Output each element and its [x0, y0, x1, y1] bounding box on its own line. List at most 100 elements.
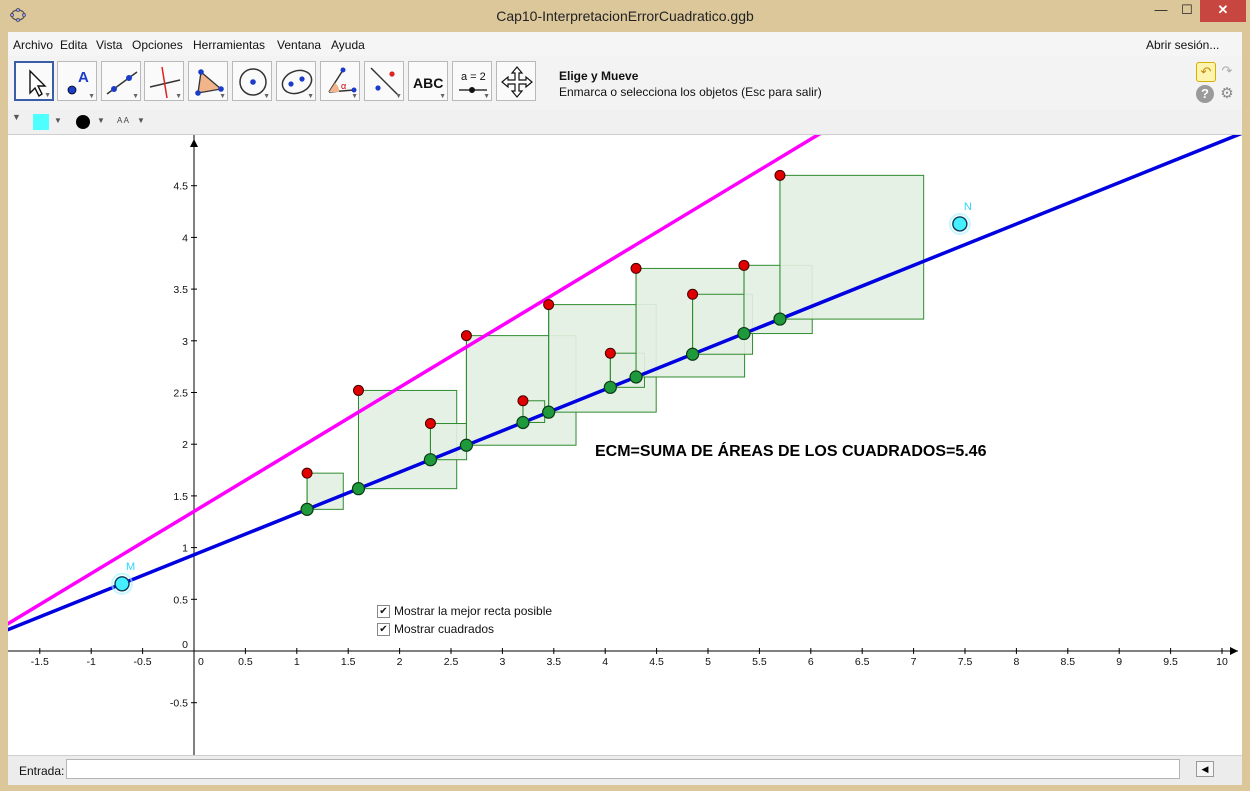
projection-point [300, 502, 314, 516]
point-m[interactable] [114, 576, 130, 592]
help-icon: ? [1201, 86, 1209, 101]
menu-ayuda[interactable]: Ayuda [331, 38, 365, 52]
slider-tool-label: a = 2 [461, 71, 486, 83]
menu-edita[interactable]: Edita [60, 38, 88, 52]
y-tick-label: 3 [182, 336, 188, 348]
x-tick-label: 5.5 [752, 656, 767, 668]
y-tick-label: 2 [182, 439, 188, 451]
move-tool-button[interactable]: ▼ [14, 61, 54, 101]
reflect-tool-button[interactable]: ▼ [364, 61, 404, 101]
y-tick-label: 1 [182, 543, 188, 555]
x-axis-arrow-icon [1230, 647, 1238, 655]
residual-square [779, 174, 925, 320]
stylebar-toggle-icon[interactable]: ▼ [12, 112, 21, 122]
text-icon: ABC [413, 75, 443, 91]
tool-menu-arrow-icon: ▼ [351, 93, 358, 100]
settings-button[interactable]: ⚙ [1218, 85, 1236, 103]
x-tick-label: 1.5 [341, 656, 356, 668]
menu-herramientas[interactable]: Herramientas [193, 38, 266, 52]
tool-menu-arrow-icon: ▼ [263, 93, 270, 100]
ecm-text: ECM=SUMA DE ÁREAS DE LOS CUADRADOS=5.46 [595, 441, 987, 460]
undo-icon: ↶ [1200, 64, 1212, 79]
menu-opciones[interactable]: Opciones [132, 38, 183, 52]
graphics-canvas[interactable]: -1.5 -1 -0.5 0 0.5 1 1.5 2 2.5 3 3.5 4 4.5 5 5.5 6 6.5 7 7… [8, 135, 1242, 755]
menu-ventana[interactable]: Ventana [277, 38, 322, 52]
tool-menu-arrow-icon: ▼ [132, 93, 139, 100]
x-tick-label: 7.5 [958, 656, 973, 668]
redo-button[interactable]: ↷ [1218, 62, 1236, 80]
projection-point [459, 438, 474, 452]
projection-point [737, 326, 751, 341]
input-help-button[interactable]: ◀ [1196, 761, 1214, 777]
x-tick-label: 4 [602, 656, 608, 668]
active-tool-title: Elige y Mueve [559, 69, 639, 83]
perpendicular-line-icon [149, 66, 181, 99]
geogebra-logo-icon [10, 8, 26, 22]
undo-button[interactable]: ↶ [1196, 62, 1216, 82]
data-point [424, 418, 436, 430]
input-bar: Entrada: ◀ [8, 755, 1242, 785]
y-tick-label: 0 [182, 639, 188, 651]
x-tick-label: 1 [294, 656, 300, 668]
input-label: Entrada: [19, 764, 65, 778]
menu-vista[interactable]: Vista [96, 38, 123, 52]
y-axis-arrow-icon [190, 139, 198, 147]
close-button[interactable]: ✕ [1200, 0, 1246, 22]
x-tick-label: 5 [705, 656, 711, 668]
input-field[interactable] [66, 759, 1180, 779]
ellipse-icon [281, 69, 313, 95]
projection-point [629, 370, 643, 384]
x-tick-label: 3 [499, 656, 505, 668]
projection-point [773, 312, 787, 326]
point-n[interactable] [952, 216, 968, 232]
move-pointer-icon [29, 69, 47, 98]
redo-icon: ↷ [1221, 63, 1233, 78]
point-tool-label: A [78, 69, 89, 86]
projection-point [516, 415, 530, 430]
angle-tool-button[interactable]: α ▼ [320, 61, 360, 101]
reflect-about-line-icon [370, 67, 400, 97]
sign-in-link[interactable]: Abrir sesión... [1146, 38, 1220, 52]
maximize-button[interactable]: ☐ [1181, 2, 1193, 17]
graphics-view[interactable]: -1.5 -1 -0.5 0 0.5 1 1.5 2 2.5 3 3.5 4 4.5 5 5.5 6 6.5 7 7… [8, 135, 1242, 755]
move-graphics-view-icon [501, 66, 533, 98]
polygon-icon [195, 69, 224, 96]
object-color-button[interactable] [33, 114, 49, 130]
user-line [8, 135, 1242, 632]
data-point [687, 288, 699, 300]
menu-bar: Archivo Edita Vista Opciones Herramienta… [8, 32, 1242, 56]
projection-point [685, 347, 700, 361]
text-tool-button[interactable]: ABC ▼ [408, 61, 448, 101]
text-tool-label: ABC [413, 75, 443, 91]
point-m-label: M [126, 561, 135, 573]
line-tool-button[interactable]: ▼ [101, 61, 141, 101]
point-style-button[interactable] [76, 115, 90, 129]
checkbox-label: Mostrar la mejor recta posible [394, 604, 553, 618]
perpendicular-tool-button[interactable]: ▼ [144, 61, 184, 101]
projection-point [603, 380, 617, 394]
chevron-down-icon: ▼ [97, 116, 105, 125]
text-size-button[interactable]: A A [117, 116, 130, 125]
help-button[interactable]: ? [1196, 85, 1214, 103]
x-tick-label: 9.5 [1163, 656, 1178, 668]
y-tick-label: 0.5 [173, 594, 188, 606]
circle-with-center-icon [239, 68, 267, 96]
ellipse-tool-button[interactable]: ▼ [276, 61, 316, 101]
circle-tool-button[interactable]: ▼ [232, 61, 272, 101]
polygon-tool-button[interactable]: ▼ [188, 61, 228, 101]
minimize-button[interactable]: — [1154, 2, 1168, 17]
menu-archivo[interactable]: Archivo [13, 38, 54, 52]
checkbox-label: Mostrar cuadrados [394, 622, 495, 636]
move-view-tool-button[interactable] [496, 61, 536, 101]
x-tick-label: 3.5 [546, 656, 561, 668]
active-tool-help: Enmarca o selecciona los objetos (Esc pa… [559, 85, 822, 99]
tool-menu-arrow-icon: ▼ [439, 93, 446, 100]
slider-tool-button[interactable]: a = 2 ▼ [452, 61, 492, 101]
angle-icon: α [328, 67, 357, 93]
data-point [352, 384, 364, 396]
x-tick-label: 7 [911, 656, 917, 668]
point-tool-button[interactable]: A ▼ [57, 61, 97, 101]
x-tick-label: 8.5 [1060, 656, 1075, 668]
x-tick-label: -0.5 [134, 656, 152, 668]
tool-menu-arrow-icon: ▼ [307, 93, 314, 100]
